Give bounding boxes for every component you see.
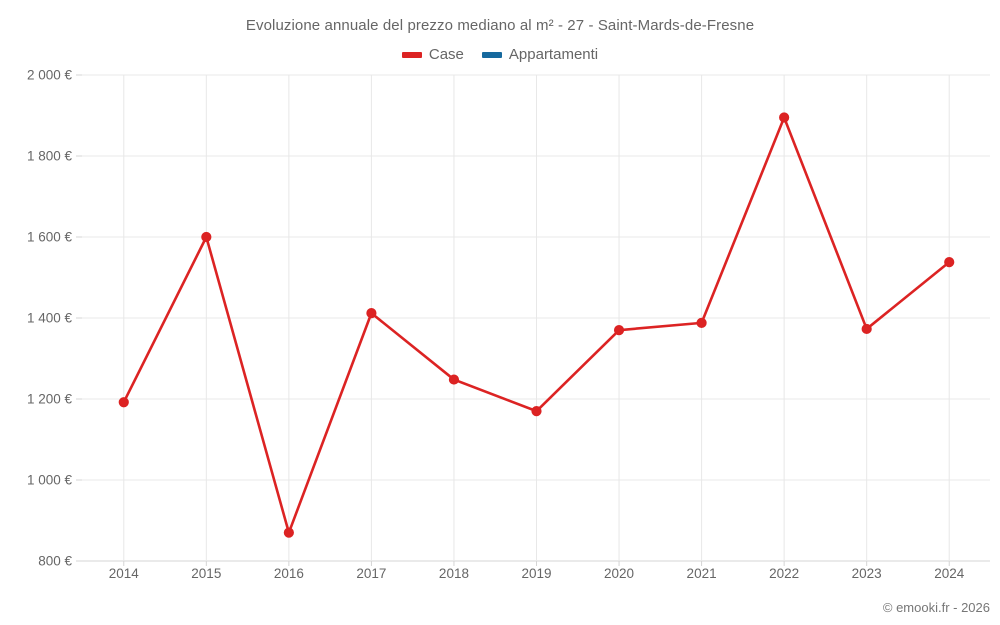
y-axis-label: 1 400 € — [26, 310, 72, 326]
x-axis-label: 2022 — [769, 566, 800, 581]
legend-label-appartamenti: Appartamenti — [508, 46, 599, 63]
x-axis-label: 2018 — [438, 566, 469, 581]
x-axis-label: 2020 — [604, 566, 635, 581]
chart-title: Evoluzione annuale del prezzo mediano al… — [245, 17, 755, 34]
data-point[interactable] — [283, 527, 294, 538]
data-point[interactable] — [531, 406, 542, 417]
data-point[interactable] — [366, 308, 377, 319]
legend-label-case: Case — [428, 46, 464, 63]
x-axis-label: 2024 — [934, 566, 965, 581]
data-point[interactable] — [201, 231, 212, 243]
x-axis-label: 2015 — [191, 566, 222, 581]
data-point[interactable] — [779, 112, 790, 123]
x-axis-label: 2021 — [686, 566, 717, 581]
x-axis-labels: 2014 2015 2016 2017 2018 2019 2020 2021 2022 2023… — [0, 566, 1000, 592]
legend-swatch-appartamenti — [481, 51, 502, 58]
chart-legend: Case Appartamenti — [0, 46, 1000, 63]
y-axis-label: 1 200 € — [26, 391, 72, 407]
y-axis-labels: 800 € 1 000 € 1 200 € 1 400 € 1 600 € 1 800 €… — [0, 0, 72, 625]
data-point[interactable] — [448, 374, 460, 385]
data-point[interactable] — [613, 325, 625, 336]
legend-item-case[interactable]: Case — [401, 46, 464, 63]
legend-item-appartamenti[interactable]: Appartamenti — [481, 46, 599, 63]
x-axis-label: 2016 — [273, 566, 304, 581]
x-axis-label: 2023 — [851, 566, 882, 581]
data-point[interactable] — [696, 317, 707, 328]
y-axis-label: 800 € — [38, 553, 72, 569]
x-axis-label: 2017 — [356, 566, 387, 581]
legend-swatch-case — [401, 51, 422, 58]
x-axis-label: 2019 — [521, 566, 552, 581]
y-axis-label: 2 000 € — [26, 67, 72, 83]
y-axis-label: 1 600 € — [26, 229, 72, 245]
x-axis-label: 2014 — [108, 566, 139, 581]
data-point[interactable] — [861, 323, 872, 335]
data-point[interactable] — [944, 257, 955, 268]
y-axis-label: 1 800 € — [26, 148, 72, 164]
data-point[interactable] — [118, 397, 129, 408]
copyright-credit: © emooki.fr - 2026 — [882, 600, 990, 615]
y-axis-label: 1 000 € — [26, 472, 72, 488]
